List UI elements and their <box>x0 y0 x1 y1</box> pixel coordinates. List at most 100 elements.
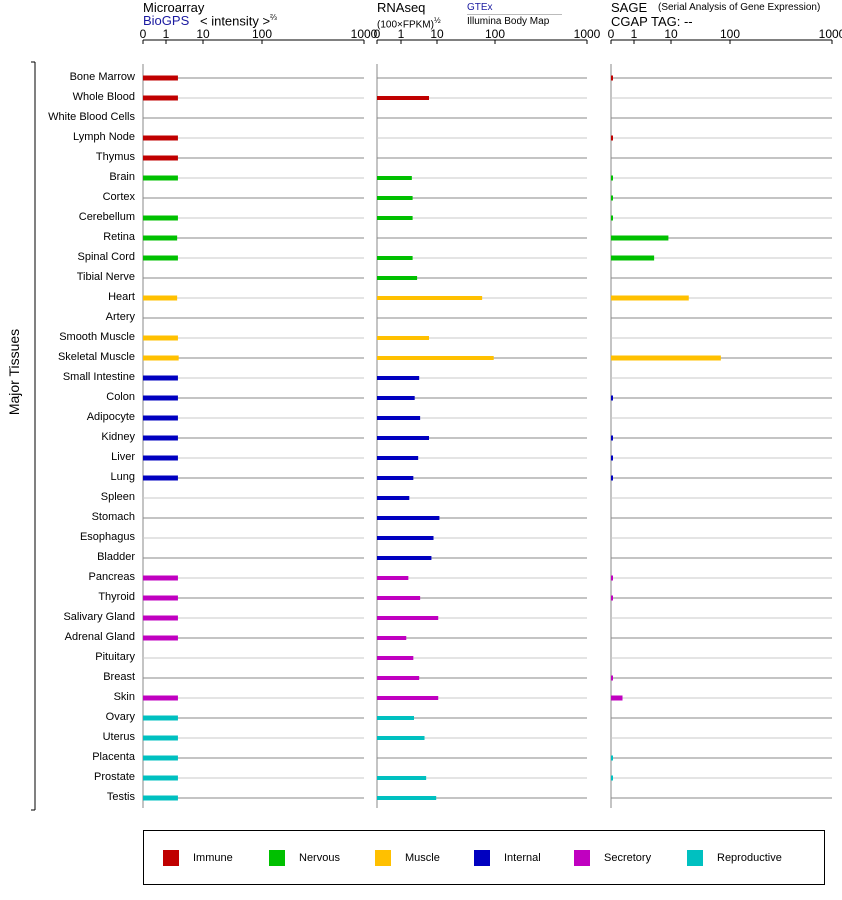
rnaseq-bar <box>377 716 415 720</box>
microarray-bar <box>143 795 178 801</box>
microarray-tick-label: 1 <box>163 27 170 41</box>
microarray-bar <box>143 395 178 401</box>
tissue-label: Colon <box>106 391 135 403</box>
rnaseq-bar <box>377 356 494 360</box>
microarray-bar <box>143 435 178 441</box>
legend-label: Internal <box>504 852 541 864</box>
legend-label: Immune <box>193 852 233 864</box>
tissue-label: Stomach <box>91 511 135 523</box>
biogps-link[interactable]: BioGPS <box>143 13 190 28</box>
rnaseq-tick-label: 0 <box>374 27 381 41</box>
rnaseq-bar <box>377 556 432 560</box>
legend-swatch <box>269 850 285 866</box>
tissue-label: Lymph Node <box>73 131 135 143</box>
microarray-unit-text: < intensity > <box>200 13 271 29</box>
sage-bar <box>611 395 613 401</box>
tissue-label: Bladder <box>97 551 135 563</box>
rnaseq-bar <box>377 96 430 100</box>
tissue-label: Kidney <box>101 431 135 443</box>
rnaseq-bar <box>377 256 413 260</box>
sage-bar <box>611 75 613 81</box>
rnaseq-bar <box>377 436 430 440</box>
tissue-label: Thyroid <box>98 591 135 603</box>
tissue-label: Adrenal Gland <box>64 631 135 643</box>
rnaseq-title: RNAseq <box>377 0 426 15</box>
microarray-bar <box>143 175 178 181</box>
microarray-bar <box>143 775 178 781</box>
sage-bar <box>611 575 613 581</box>
microarray-tick-label: 100 <box>252 27 272 41</box>
tissue-label: Breast <box>103 671 135 683</box>
microarray-title: Microarray <box>143 0 205 15</box>
rnaseq-bar <box>377 796 437 800</box>
tissue-label: Skeletal Muscle <box>57 351 135 363</box>
rnaseq-tick-label: 1 <box>398 27 405 41</box>
rnaseq-bar <box>377 176 412 180</box>
microarray-bar <box>143 295 178 301</box>
rnaseq-bar <box>377 396 415 400</box>
microarray-bar <box>143 235 178 241</box>
microarray-bar <box>143 615 178 621</box>
legend-label: Nervous <box>299 852 340 864</box>
tissue-label: White Blood Cells <box>48 111 135 123</box>
microarray-bar <box>143 475 178 481</box>
tissue-label: Cerebellum <box>78 211 135 223</box>
tissue-label: Thymus <box>95 151 135 163</box>
sage-bar <box>611 775 613 781</box>
legend-label: Muscle <box>405 852 440 864</box>
rnaseq-bar <box>377 596 421 600</box>
tissue-label: Retina <box>103 231 135 243</box>
microarray-unit: < intensity >⅔ <box>200 13 277 28</box>
sage-bar <box>611 755 613 761</box>
legend: Immune Nervous Muscle Internal Secretory Repr… <box>143 830 825 885</box>
tissue-label: Liver <box>111 451 135 463</box>
rnaseq-bar <box>377 636 407 640</box>
rnaseq-tick-label: 1000 <box>574 27 601 41</box>
microarray-tick-label: 10 <box>196 27 210 41</box>
microarray-bar <box>143 255 178 261</box>
tissue-label: Adipocyte <box>86 411 135 423</box>
microarray-bar <box>143 575 178 581</box>
rnaseq-bar <box>377 336 430 340</box>
rnaseq-bar <box>377 196 413 200</box>
tissue-label: Small Intestine <box>62 371 135 383</box>
microarray-bar <box>143 75 178 81</box>
tissue-label: Cortex <box>102 191 135 203</box>
rnaseq-bar <box>377 696 439 700</box>
rnaseq-bar <box>377 656 414 660</box>
microarray-bar <box>143 595 178 601</box>
tissue-label: Lung <box>110 471 135 483</box>
tissue-label: Ovary <box>105 711 135 723</box>
rnaseq-bar <box>377 276 418 280</box>
gtex-link[interactable]: GTEx <box>467 2 493 13</box>
rnaseq-bar <box>377 576 409 580</box>
sage-bar <box>611 295 689 301</box>
microarray-bar <box>143 415 178 421</box>
rnaseq-bar <box>377 516 440 520</box>
rnaseq-bar <box>377 776 427 780</box>
sage-bar <box>611 595 613 601</box>
sage-bar <box>611 175 613 181</box>
legend-swatch <box>163 850 179 866</box>
tissue-label: Whole Blood <box>72 91 135 103</box>
microarray-bar <box>143 215 178 221</box>
rnaseq-unit: (100×FPKM)½ <box>377 16 441 30</box>
rnaseq-bar <box>377 676 420 680</box>
tissue-label: Spinal Cord <box>77 251 135 263</box>
tissue-label: Bone Marrow <box>69 71 135 83</box>
rnaseq-tick-label: 100 <box>485 27 505 41</box>
legend-swatch <box>375 850 391 866</box>
sage-bar <box>611 215 613 221</box>
rnaseq-bar <box>377 416 421 420</box>
rnaseq-tick-label: 10 <box>430 27 444 41</box>
sage-bar <box>611 455 613 461</box>
tissue-label: Testis <box>106 791 135 803</box>
sage-tick-label: 1 <box>631 27 638 41</box>
legend-label: Reproductive <box>717 852 782 864</box>
rnaseq-bar <box>377 476 414 480</box>
sage-bar <box>611 695 623 701</box>
tissue-label: Esophagus <box>79 531 135 543</box>
rnaseq-bar <box>377 216 413 220</box>
sage-tag: CGAP TAG: -- <box>611 14 693 29</box>
